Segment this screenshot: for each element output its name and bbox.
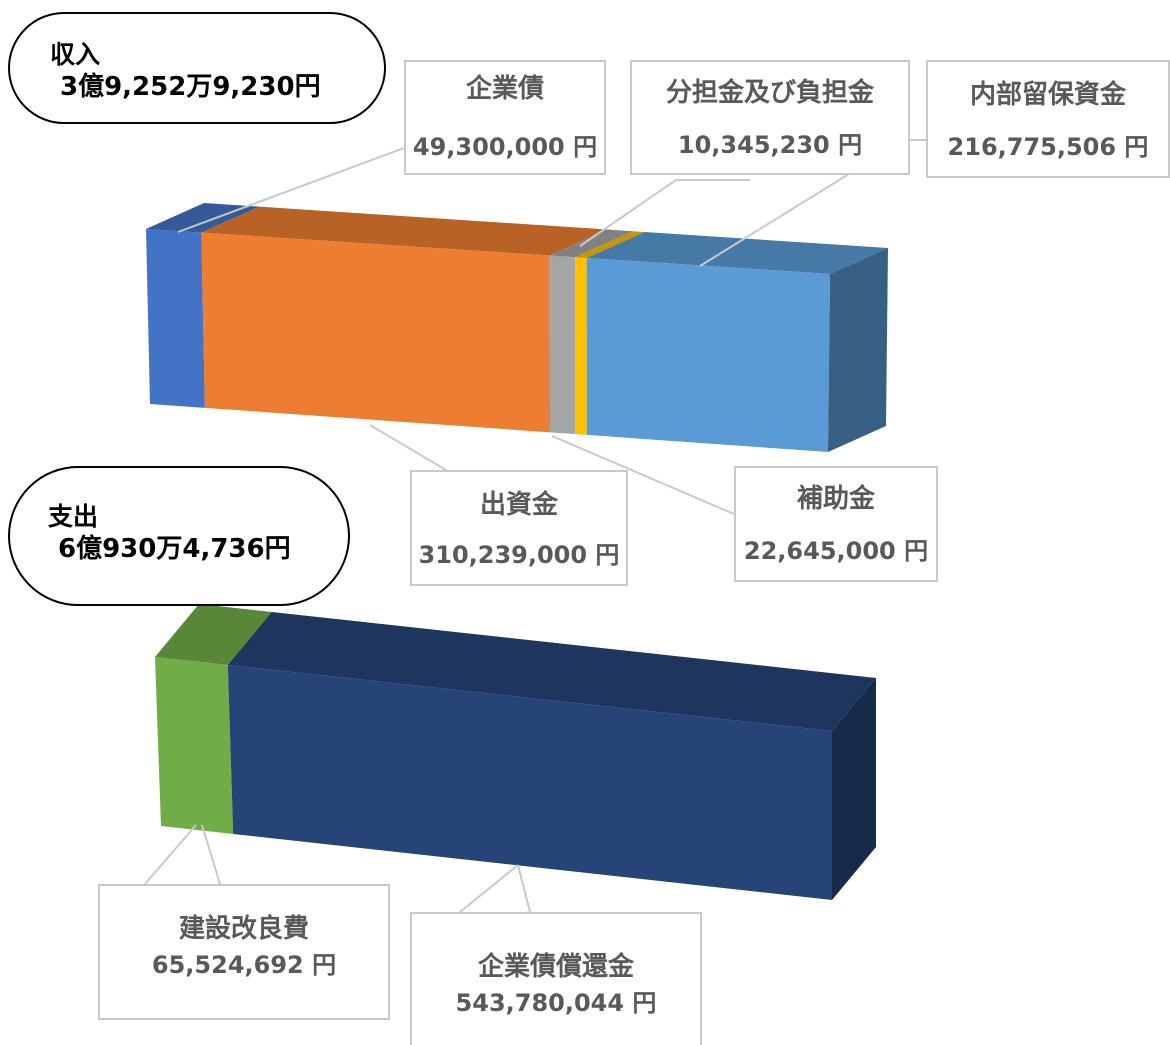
label-redemption-name: 企業債償還金 (477, 952, 634, 982)
label-bonds-value: 49,300,000 円 (412, 133, 598, 161)
expense-seg-0-top (155, 604, 272, 665)
leader-construction (144, 824, 197, 885)
leader-contributions (579, 179, 750, 247)
income-seg-2-front (549, 255, 576, 435)
label-construction-value: 65,524,692 円 (151, 951, 337, 979)
callout-construction: 建設改良費 65,524,692 円 (98, 884, 390, 1020)
leader-construction-right (201, 824, 221, 885)
label-construction-name: 建設改良費 (178, 914, 309, 944)
income-seg-1-top (201, 206, 608, 256)
label-contributions-value: 10,345,230 円 (677, 131, 863, 159)
income-seg-0-front (146, 229, 205, 408)
label-contributions-name: 分担金及び負担金 (665, 78, 874, 108)
callout-subsidy: 補助金 22,645,000 円 (734, 466, 938, 582)
expense-seg-1-top (227, 611, 877, 731)
income-side-face (828, 248, 888, 452)
expense-seg-1-front (227, 664, 833, 900)
label-investment-value: 310,239,000 円 (418, 541, 620, 569)
income-seg-3-top (575, 231, 645, 258)
income-seg-2-top (549, 229, 634, 258)
leader-investment (369, 424, 447, 471)
income-bar-3d (146, 203, 888, 452)
expense-seg-0-front (155, 657, 234, 834)
callout-investment: 出資金 310,239,000 円 (410, 470, 628, 586)
income-seg-4-top (586, 231, 888, 274)
label-bonds-name: 企業債 (465, 74, 544, 104)
label-reserves-value: 216,775,506 円 (947, 133, 1149, 161)
expense-total: 6億930万4,736円 (58, 534, 291, 564)
label-subsidy-value: 22,645,000 円 (743, 537, 929, 565)
income-seg-3-front (575, 257, 587, 435)
leader-redemption (459, 864, 519, 913)
label-redemption-value: 543,780,044 円 (455, 989, 657, 1017)
leader-redemption-right (517, 864, 531, 913)
expense-bar-3d (155, 604, 877, 900)
income-seg-4-front (586, 257, 830, 452)
label-investment-name: 出資金 (479, 490, 558, 520)
income-seg-1-front (201, 232, 551, 433)
income-title: 収入 (50, 40, 101, 69)
expense-total-bubble: 支出 6億930万4,736円 (8, 466, 350, 606)
expense-title: 支出 (48, 502, 99, 531)
leader-subsidy (551, 435, 735, 515)
leader-bonds (177, 147, 405, 233)
income-total: 3億9,252万9,230円 (60, 72, 321, 102)
income-seg-0-top (146, 203, 260, 233)
callout-redemption: 企業債償還金 543,780,044 円 (410, 912, 702, 1045)
callout-contributions: 分担金及び負担金 10,345,230 円 (630, 60, 910, 175)
expense-side-face (832, 678, 876, 900)
callout-reserves: 内部留保資金 216,775,506 円 (926, 60, 1170, 178)
label-reserves-name: 内部留保資金 (969, 80, 1126, 110)
label-subsidy-name: 補助金 (796, 484, 875, 514)
income-total-bubble: 収入 3億9,252万9,230円 (8, 12, 386, 124)
callout-bonds: 企業債 49,300,000 円 (404, 60, 606, 175)
